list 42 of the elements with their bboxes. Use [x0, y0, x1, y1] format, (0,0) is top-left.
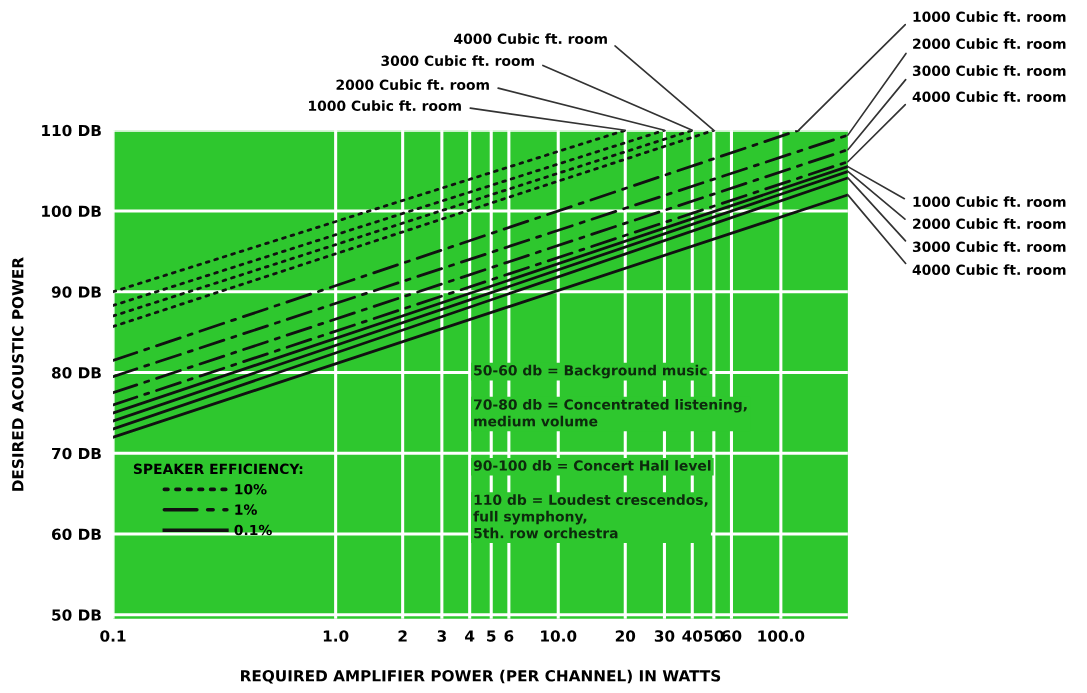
x-tick-label: 40	[682, 630, 703, 642]
annotation: 2000 Cubic ft. room	[913, 218, 1066, 230]
annotation: 70-80 db = Concentrated listening, medium volume	[474, 398, 747, 427]
annotation: 2000 Cubic ft. room	[336, 79, 489, 91]
y-tick-label: 80 DB	[51, 367, 101, 379]
y-tick-label: 90 DB	[51, 286, 101, 298]
annotation: 4000 Cubic ft. room	[912, 91, 1066, 103]
x-tick-label: 3	[437, 630, 446, 642]
x-tick-label: 4	[465, 630, 475, 642]
annotation: 90-100 db = Concert Hall level	[473, 460, 711, 471]
annotation: 3000 Cubic ft. room	[912, 65, 1066, 77]
x-tick-label: 5	[487, 630, 496, 642]
annotation: 4000 Cubic ft. room	[454, 33, 607, 45]
annotation: 1000 Cubic ft. room	[309, 100, 461, 112]
x-tick-label: 10.0	[541, 630, 577, 642]
x-tick-label: 100.0	[758, 630, 805, 642]
y-tick-label: 60 DB	[51, 528, 101, 541]
x-tick-label: 0.1	[100, 630, 126, 642]
annotation: 3000 Cubic ft. room	[912, 241, 1066, 253]
y-tick-label: 110 DB	[42, 124, 101, 137]
y-tick-label: 50 DB	[52, 609, 101, 621]
x-tick-label: 2	[398, 630, 407, 642]
annotation: 1000 Cubic ft. room	[913, 196, 1066, 208]
y-tick-label: 100 DB	[42, 205, 101, 218]
x-axis-title: REQUIRED AMPLIFIER POWER (PER CHANNEL) IN WATTS	[241, 669, 721, 684]
legend-label: 10%	[235, 483, 267, 495]
x-tick-label: 6	[504, 630, 514, 642]
y-axis-title: DESIRED ACOUSTIC POWER	[12, 257, 24, 491]
x-tick-label: 20	[615, 630, 636, 642]
legend-label: 0.1%	[234, 524, 272, 536]
annotation: 50-60 db = Background music	[474, 364, 707, 379]
annotation: 3000 Cubic ft. room	[381, 55, 534, 67]
legend-label: 1%	[235, 504, 257, 515]
x-tick-label: 1.0	[323, 630, 349, 642]
annotation: 110 db = Loudest crescendos, full symphony, 5th. row orchestra	[473, 494, 708, 539]
annotation: 2000 Cubic ft. room	[913, 38, 1066, 50]
legend-title: SPEAKER EFFICIENCY:	[133, 463, 303, 475]
annotation: 4000 Cubic ft. room	[912, 264, 1066, 276]
y-tick-label: 70 DB	[52, 447, 101, 460]
annotation: 1000 Cubic ft. room	[913, 11, 1066, 23]
x-tick-label: 60	[721, 630, 742, 642]
x-tick-label: 30	[654, 630, 675, 642]
